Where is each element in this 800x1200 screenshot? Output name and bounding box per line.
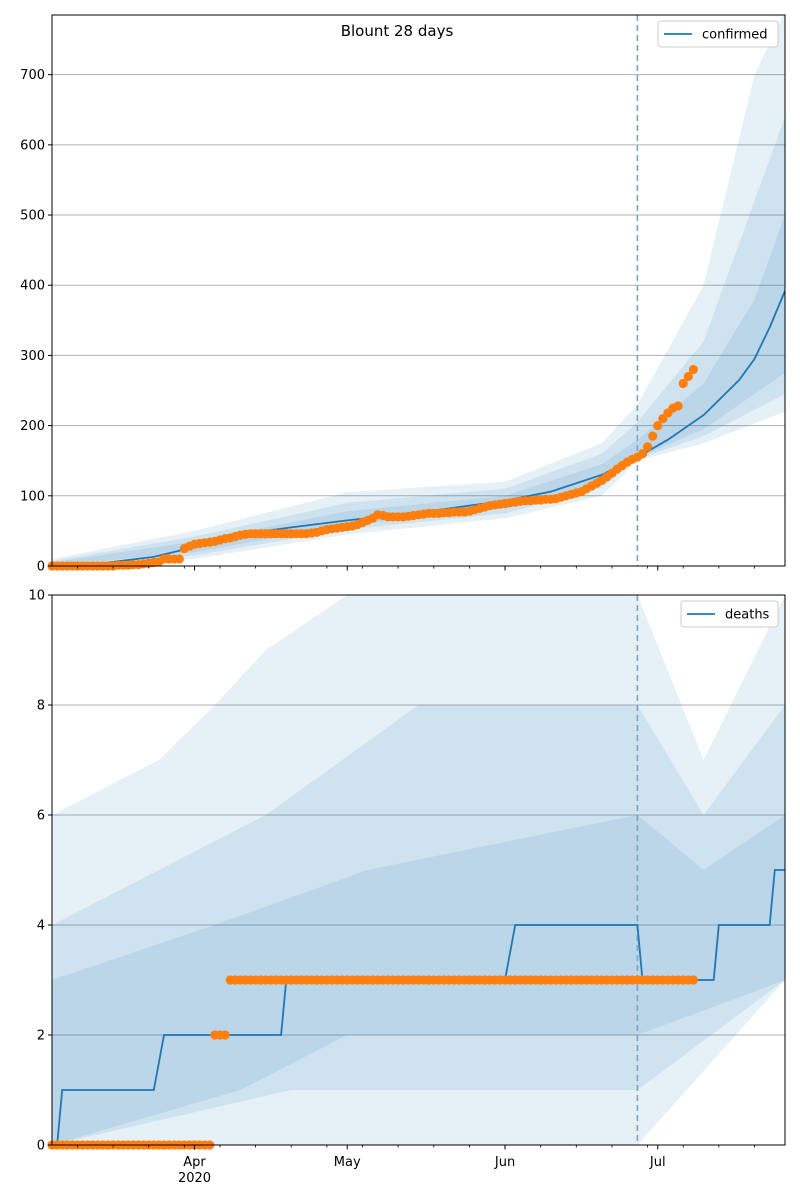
deaths-y-axis: 0 2 4 6 8 10 xyxy=(28,589,52,1154)
legend-label-deaths: deaths xyxy=(725,608,770,623)
y-tick-label: 2 xyxy=(37,1029,45,1044)
confirmed-panel: 0 100 200 300 400 500 600 700 Blount 28 days co… xyxy=(20,14,786,575)
observed-point xyxy=(653,421,663,431)
confirmed-legend: confirmed xyxy=(657,20,779,48)
chart-title: Blount 28 days xyxy=(341,22,454,40)
confirmed-y-axis: 0 100 200 300 400 500 600 700 xyxy=(20,68,52,575)
observed-point xyxy=(678,378,688,389)
x-tick-label: Jul xyxy=(649,1155,666,1170)
x-tick-label: May xyxy=(334,1155,361,1170)
confirmed-plot-frame xyxy=(51,14,786,567)
fit-line xyxy=(52,869,785,1145)
x-tick-label: Jun xyxy=(494,1155,515,1170)
legend-box xyxy=(657,20,779,48)
y-tick-label: 100 xyxy=(20,489,45,504)
y-tick-label: 0 xyxy=(37,560,45,575)
y-tick-label: 6 xyxy=(37,809,45,824)
deaths-fit-line xyxy=(52,869,785,1145)
y-tick-label: 600 xyxy=(20,138,45,153)
x-tick-sublabel: 2020 xyxy=(178,1171,211,1186)
observed-point xyxy=(220,1030,230,1040)
observed-point xyxy=(174,554,184,564)
deaths-observed-points xyxy=(47,975,699,1150)
deaths-plot-frame xyxy=(51,594,786,1146)
uncertainty-band-1 xyxy=(52,595,785,1145)
y-tick-label: 700 xyxy=(20,68,45,83)
observed-point xyxy=(673,401,683,411)
observed-point xyxy=(688,975,699,985)
observed-point xyxy=(683,371,693,382)
confirmed-observed-points xyxy=(47,364,699,571)
y-tick-label: 8 xyxy=(37,699,45,714)
legend-box xyxy=(680,600,779,628)
observed-point xyxy=(637,449,648,459)
y-tick-label: 0 xyxy=(37,1139,45,1154)
y-tick-label: 4 xyxy=(37,919,45,934)
confirmed-x-axis xyxy=(77,566,755,571)
observed-point xyxy=(648,431,658,441)
y-tick-label: 300 xyxy=(20,349,45,364)
legend-label-confirmed: confirmed xyxy=(702,28,768,43)
y-tick-label: 10 xyxy=(28,589,45,604)
deaths-legend: deaths xyxy=(680,600,779,628)
observed-point xyxy=(643,442,653,452)
y-tick-label: 400 xyxy=(20,279,45,294)
y-tick-label: 200 xyxy=(20,419,45,434)
x-tick-label: Apr xyxy=(183,1155,206,1170)
observed-point xyxy=(688,364,699,375)
y-tick-label: 500 xyxy=(20,209,45,224)
